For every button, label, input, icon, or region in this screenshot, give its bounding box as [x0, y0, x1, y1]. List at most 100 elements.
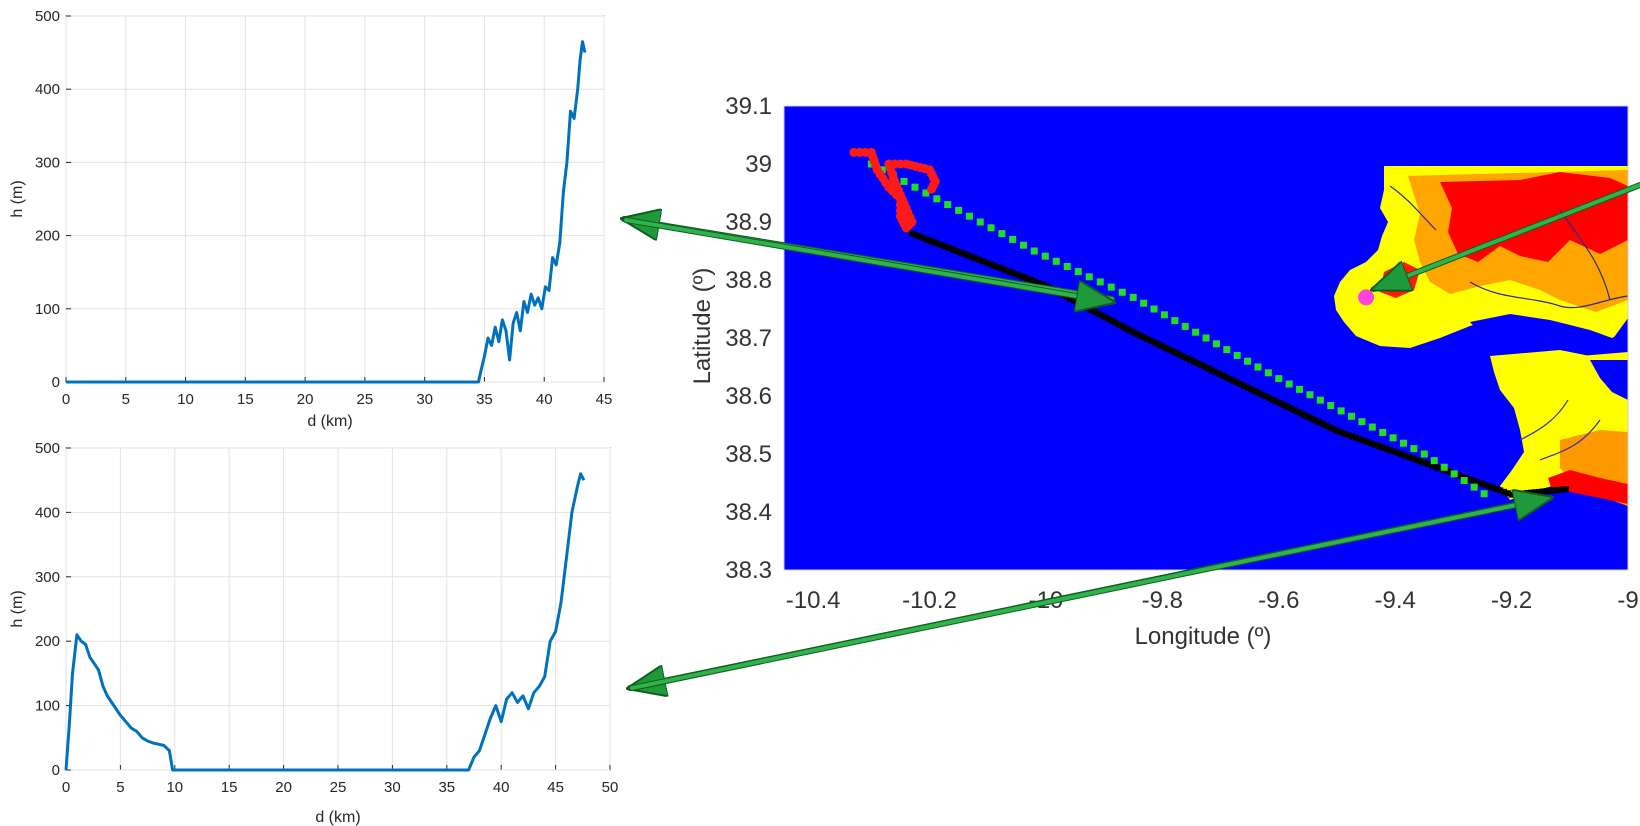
track-black-point: [1330, 426, 1337, 433]
track-black-point: [1497, 487, 1504, 494]
track-green-point: [1420, 450, 1428, 458]
track-black-point: [1371, 441, 1378, 448]
track-black-point: [912, 232, 919, 239]
x-tick-label: 50: [602, 779, 619, 796]
track-black-point: [1140, 334, 1147, 341]
map-x-tick-label: -10.2: [902, 587, 957, 614]
track-black-point: [1428, 462, 1435, 469]
track-black-point: [1559, 486, 1566, 493]
track-black-point: [1031, 278, 1038, 285]
y-tick-label: 500: [35, 440, 60, 457]
track-black-point: [1323, 422, 1330, 429]
track-green-point: [1306, 391, 1314, 399]
track-black-point: [987, 261, 994, 268]
track-green-point: [944, 201, 952, 209]
y-tick-label: 100: [35, 698, 60, 715]
track-black-point: [1305, 413, 1312, 420]
track-black-point: [1255, 389, 1262, 396]
track-black-point: [1119, 323, 1126, 330]
track-black-point: [1191, 358, 1198, 365]
track-green-point: [1327, 402, 1335, 410]
track-green-point: [1254, 363, 1262, 371]
station-marker: [1358, 289, 1375, 306]
track-black-point: [1504, 490, 1511, 497]
track-black-point: [1390, 448, 1397, 455]
track-green-point: [987, 224, 995, 232]
track-green-point: [1052, 257, 1060, 265]
map-y-tick-label: 39.1: [725, 93, 772, 120]
track-green-point: [1368, 423, 1376, 431]
track-red-point: [926, 184, 936, 194]
track-black-point: [923, 236, 930, 243]
track-black-point: [953, 248, 960, 254]
plot-area: [65, 15, 605, 383]
track-black-point: [968, 253, 975, 260]
track-black-point: [1500, 488, 1507, 495]
track-green: [867, 160, 1488, 498]
connector-arrows: [624, 182, 1640, 688]
track-green-point: [1223, 346, 1231, 354]
track-green-point: [1129, 293, 1137, 301]
track-black-point: [1020, 274, 1027, 281]
elevation-profile-line: [66, 40, 587, 384]
track-black-point: [1308, 415, 1315, 422]
map-x-tick-label: -9: [1617, 587, 1638, 614]
track-black-point: [1298, 410, 1305, 417]
track-black-point: [972, 255, 979, 262]
map-y-tick-label: 38.8: [725, 267, 772, 294]
track-black-point: [1316, 419, 1323, 426]
track-black-point: [1326, 424, 1333, 431]
track-green-point: [933, 195, 941, 203]
track-green-point: [911, 183, 919, 191]
x-tick-label: 0: [62, 391, 70, 408]
track-black-point: [1230, 377, 1237, 384]
track-black-point: [1425, 461, 1432, 468]
track-green-point: [1202, 334, 1210, 342]
track-black-point: [1219, 372, 1226, 379]
track-black-point: [1368, 440, 1375, 447]
track-black-point: [1148, 337, 1155, 344]
map-y-tick-label: 38.5: [725, 441, 772, 468]
track-black-point: [1555, 486, 1562, 493]
track-black-point: [1123, 325, 1130, 332]
map-y-tick-label: 38.4: [725, 499, 772, 526]
track-green-point: [1264, 369, 1272, 377]
x-tick-label: 20: [297, 391, 314, 408]
track-black-point: [1291, 407, 1298, 414]
profile-chart-bottom: 0 5 10 15 20 25 30 35 40 45 50 0 100 200 300 400 500 h …: [9, 440, 618, 826]
track-black-point: [979, 258, 986, 265]
x-tick-label: 25: [357, 391, 374, 408]
track-green-point: [1430, 457, 1438, 465]
track-green-point: [976, 218, 984, 226]
track-green-point: [1063, 262, 1071, 270]
track-black-point: [1356, 436, 1363, 443]
south-rivers: [1519, 399, 1601, 461]
track-black-point: [1155, 341, 1162, 348]
track-black-point: [1280, 401, 1287, 408]
track-green-point: [1118, 288, 1126, 296]
track-black-point: [1436, 465, 1443, 472]
track-green-point: [1233, 351, 1241, 359]
track-black-point: [1273, 398, 1280, 405]
track-black-point: [1394, 449, 1401, 456]
terrain-map: -10.4-10.2-10-9.8-9.6-9.4-9.2-9 38.338.4…: [689, 93, 1639, 650]
track-black-point: [1216, 370, 1223, 377]
track-black-point: [1005, 268, 1012, 275]
track-black-point: [1241, 382, 1248, 389]
x-axis-label-clip: d (km): [307, 413, 352, 430]
track-green-point: [965, 212, 973, 220]
track-black-point: [1398, 451, 1405, 458]
x-tick-label: 30: [416, 391, 433, 408]
track-black-point: [1345, 431, 1352, 438]
track-green-point: [1096, 278, 1104, 286]
y-tick-label: 200: [35, 633, 60, 650]
track-black-point: [1283, 403, 1290, 410]
track-black-point: [998, 265, 1005, 272]
y-tick-label: 200: [35, 228, 60, 245]
track-black-point: [1251, 388, 1258, 395]
track-black-point: [1158, 343, 1165, 350]
arrow-to-station: [1374, 183, 1640, 289]
track-black-point: [1266, 394, 1273, 401]
track-green-point: [878, 166, 886, 174]
track-black-point: [938, 242, 945, 249]
